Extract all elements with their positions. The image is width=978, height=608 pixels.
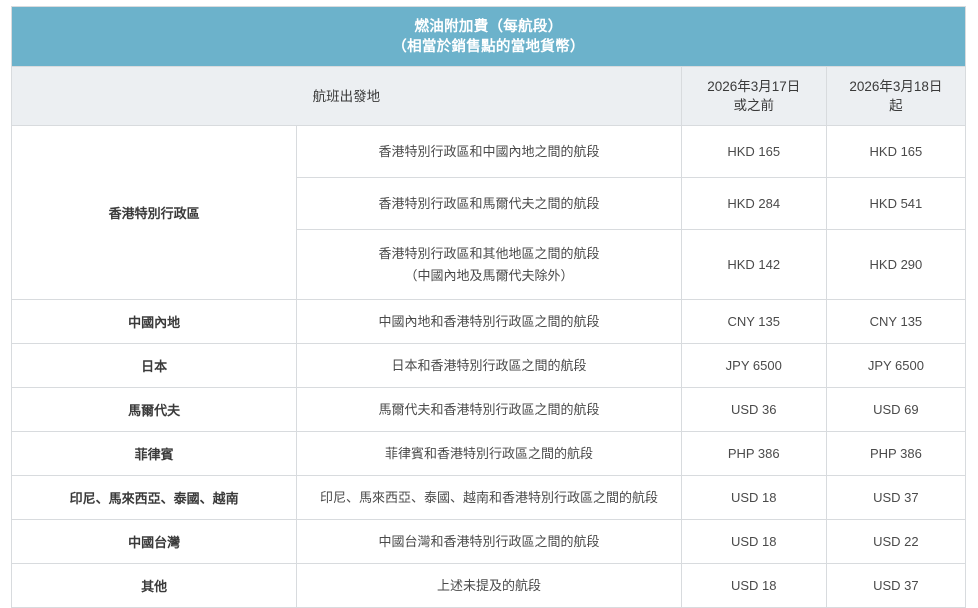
- route-line-1: 中國內地和香港特別行政區之間的航段: [378, 313, 600, 329]
- column-header-period-2: 2026年3月18日 起: [825, 66, 967, 126]
- row-price-period-1: CNY 135: [680, 299, 827, 344]
- row-region-label: 其他: [10, 563, 298, 608]
- row-region-label: 中國內地: [10, 299, 298, 344]
- row-route-description: 香港特別行政區和馬爾代夫之間的航段: [296, 177, 682, 230]
- row-region-label: 印尼、馬來西亞、泰國、越南: [10, 475, 298, 520]
- row-route-description: 香港特別行政區和其他地區之間的航段 （中國內地及馬爾代夫除外）: [296, 229, 682, 300]
- title-line-1: 燃油附加費（每航段）: [414, 18, 563, 35]
- row-price-period-1: USD 18: [680, 519, 827, 564]
- row-price-period-2: USD 37: [825, 475, 967, 520]
- row-route-description: 印尼、馬來西亞、泰國、越南和香港特別行政區之間的航段: [296, 475, 682, 520]
- route-line-1: 馬爾代夫和香港特別行政區之間的航段: [378, 401, 600, 417]
- row-route-description: 中國內地和香港特別行政區之間的航段: [296, 299, 682, 344]
- row-region-label: 香港特別行政區: [10, 125, 298, 300]
- row-price-period-1: USD 18: [680, 475, 827, 520]
- column-header-row: 航班出發地 2026年3月17日 或之前 2026年3月18日 起: [11, 66, 967, 126]
- table-row: 馬爾代夫 馬爾代夫和香港特別行政區之間的航段 USD 36 USD 69: [10, 387, 967, 432]
- table-title: 燃油附加費（每航段） （相當於銷售點的當地貨幣）: [11, 6, 966, 67]
- table-row: 香港特別行政區和其他地區之間的航段 （中國內地及馬爾代夫除外） HKD 142 HKD…: [12, 229, 967, 300]
- route-line-2: （中國內地及馬爾代夫除外）: [404, 267, 574, 283]
- table-row: 香港特別行政區和馬爾代夫之間的航段 HKD 284 HKD 541: [12, 177, 967, 230]
- row-route-description: 上述未提及的航段: [296, 563, 682, 608]
- row-region-label: 馬爾代夫: [10, 387, 298, 432]
- table-body: 香港特別行政區 香港特別行政區和中國內地之間的航段 HKD 165 HKD 165 香港…: [10, 125, 967, 608]
- table-row: 印尼、馬來西亞、泰國、越南 印尼、馬來西亞、泰國、越南和香港特別行政區之間的航段 U…: [10, 475, 967, 520]
- route-line-1: 菲律賓和香港特別行政區之間的航段: [384, 445, 593, 461]
- table-row: 中國台灣 中國台灣和香港特別行政區之間的航段 USD 18 USD 22: [10, 519, 967, 564]
- row-region-label: 菲律賓: [10, 431, 298, 476]
- table-header: 燃油附加費（每航段） （相當於銷售點的當地貨幣） 航班出發地 2026年3月17…: [11, 6, 967, 126]
- row-price-period-2: HKD 290: [825, 229, 967, 300]
- table-row: 菲律賓 菲律賓和香港特別行政區之間的航段 PHP 386 PHP 386: [10, 431, 967, 476]
- row-price-period-2: USD 22: [825, 519, 967, 564]
- table-row: 其他 上述未提及的航段 USD 18 USD 37: [10, 563, 967, 608]
- row-region-label: 日本: [10, 343, 298, 388]
- row-route-description: 馬爾代夫和香港特別行政區之間的航段: [296, 387, 682, 432]
- route-line-1: 上述未提及的航段: [436, 577, 541, 593]
- route-line-1: 中國台灣和香港特別行政區之間的航段: [378, 533, 600, 549]
- row-route-description: 香港特別行政區和中國內地之間的航段: [296, 125, 682, 178]
- table-row: 香港特別行政區 香港特別行政區和中國內地之間的航段 HKD 165 HKD 165: [10, 125, 967, 300]
- row-price-period-1: HKD 142: [680, 229, 827, 300]
- row-price-period-2: HKD 541: [825, 177, 967, 230]
- period-1-line-2: 或之前: [733, 98, 774, 113]
- row-price-period-2: USD 69: [825, 387, 967, 432]
- table-row: 中國內地 中國內地和香港特別行政區之間的航段 CNY 135 CNY 135: [10, 299, 967, 344]
- fuel-surcharge-table: 燃油附加費（每航段） （相當於銷售點的當地貨幣） 航班出發地 2026年3月17…: [10, 6, 967, 608]
- period-1-line-1: 2026年3月17日: [707, 79, 801, 94]
- row-price-period-1: USD 18: [680, 563, 827, 608]
- route-line-1: 香港特別行政區和中國內地之間的航段: [378, 143, 600, 159]
- row-price-period-2: CNY 135: [825, 299, 967, 344]
- row-price-period-1: HKD 284: [680, 177, 827, 230]
- row-region-label: 中國台灣: [10, 519, 298, 564]
- row-route-description: 菲律賓和香港特別行政區之間的航段: [296, 431, 682, 476]
- table-row: 日本 日本和香港特別行政區之間的航段 JPY 6500 JPY 6500: [10, 343, 967, 388]
- title-line-2: （相當於銷售點的當地貨幣）: [392, 38, 585, 55]
- route-line-1: 香港特別行政區和其他地區之間的航段: [378, 245, 600, 261]
- row-price-period-1: USD 36: [680, 387, 827, 432]
- period-2-line-2: 起: [889, 98, 903, 113]
- period-2-line-1: 2026年3月18日: [849, 79, 943, 94]
- title-row: 燃油附加費（每航段） （相當於銷售點的當地貨幣）: [11, 6, 966, 67]
- row-price-period-2: HKD 165: [825, 125, 967, 178]
- row-price-period-1: PHP 386: [680, 431, 827, 476]
- fuel-surcharge-container: 燃油附加費（每航段） （相當於銷售點的當地貨幣） 航班出發地 2026年3月17…: [10, 6, 967, 608]
- route-line-1: 印尼、馬來西亞、泰國、越南和香港特別行政區之間的航段: [319, 489, 658, 505]
- row-price-period-2: PHP 386: [825, 431, 967, 476]
- row-price-period-1: HKD 165: [680, 125, 827, 178]
- row-route-description: 日本和香港特別行政區之間的航段: [296, 343, 682, 388]
- column-header-period-1: 2026年3月17日 或之前: [680, 66, 827, 126]
- route-line-1: 香港特別行政區和馬爾代夫之間的航段: [378, 195, 600, 211]
- column-header-origin: 航班出發地: [11, 66, 682, 126]
- route-line-1: 日本和香港特別行政區之間的航段: [391, 357, 587, 373]
- row-price-period-2: JPY 6500: [825, 343, 967, 388]
- row-price-period-1: JPY 6500: [680, 343, 827, 388]
- row-price-period-2: USD 37: [825, 563, 967, 608]
- row-route-description: 中國台灣和香港特別行政區之間的航段: [296, 519, 682, 564]
